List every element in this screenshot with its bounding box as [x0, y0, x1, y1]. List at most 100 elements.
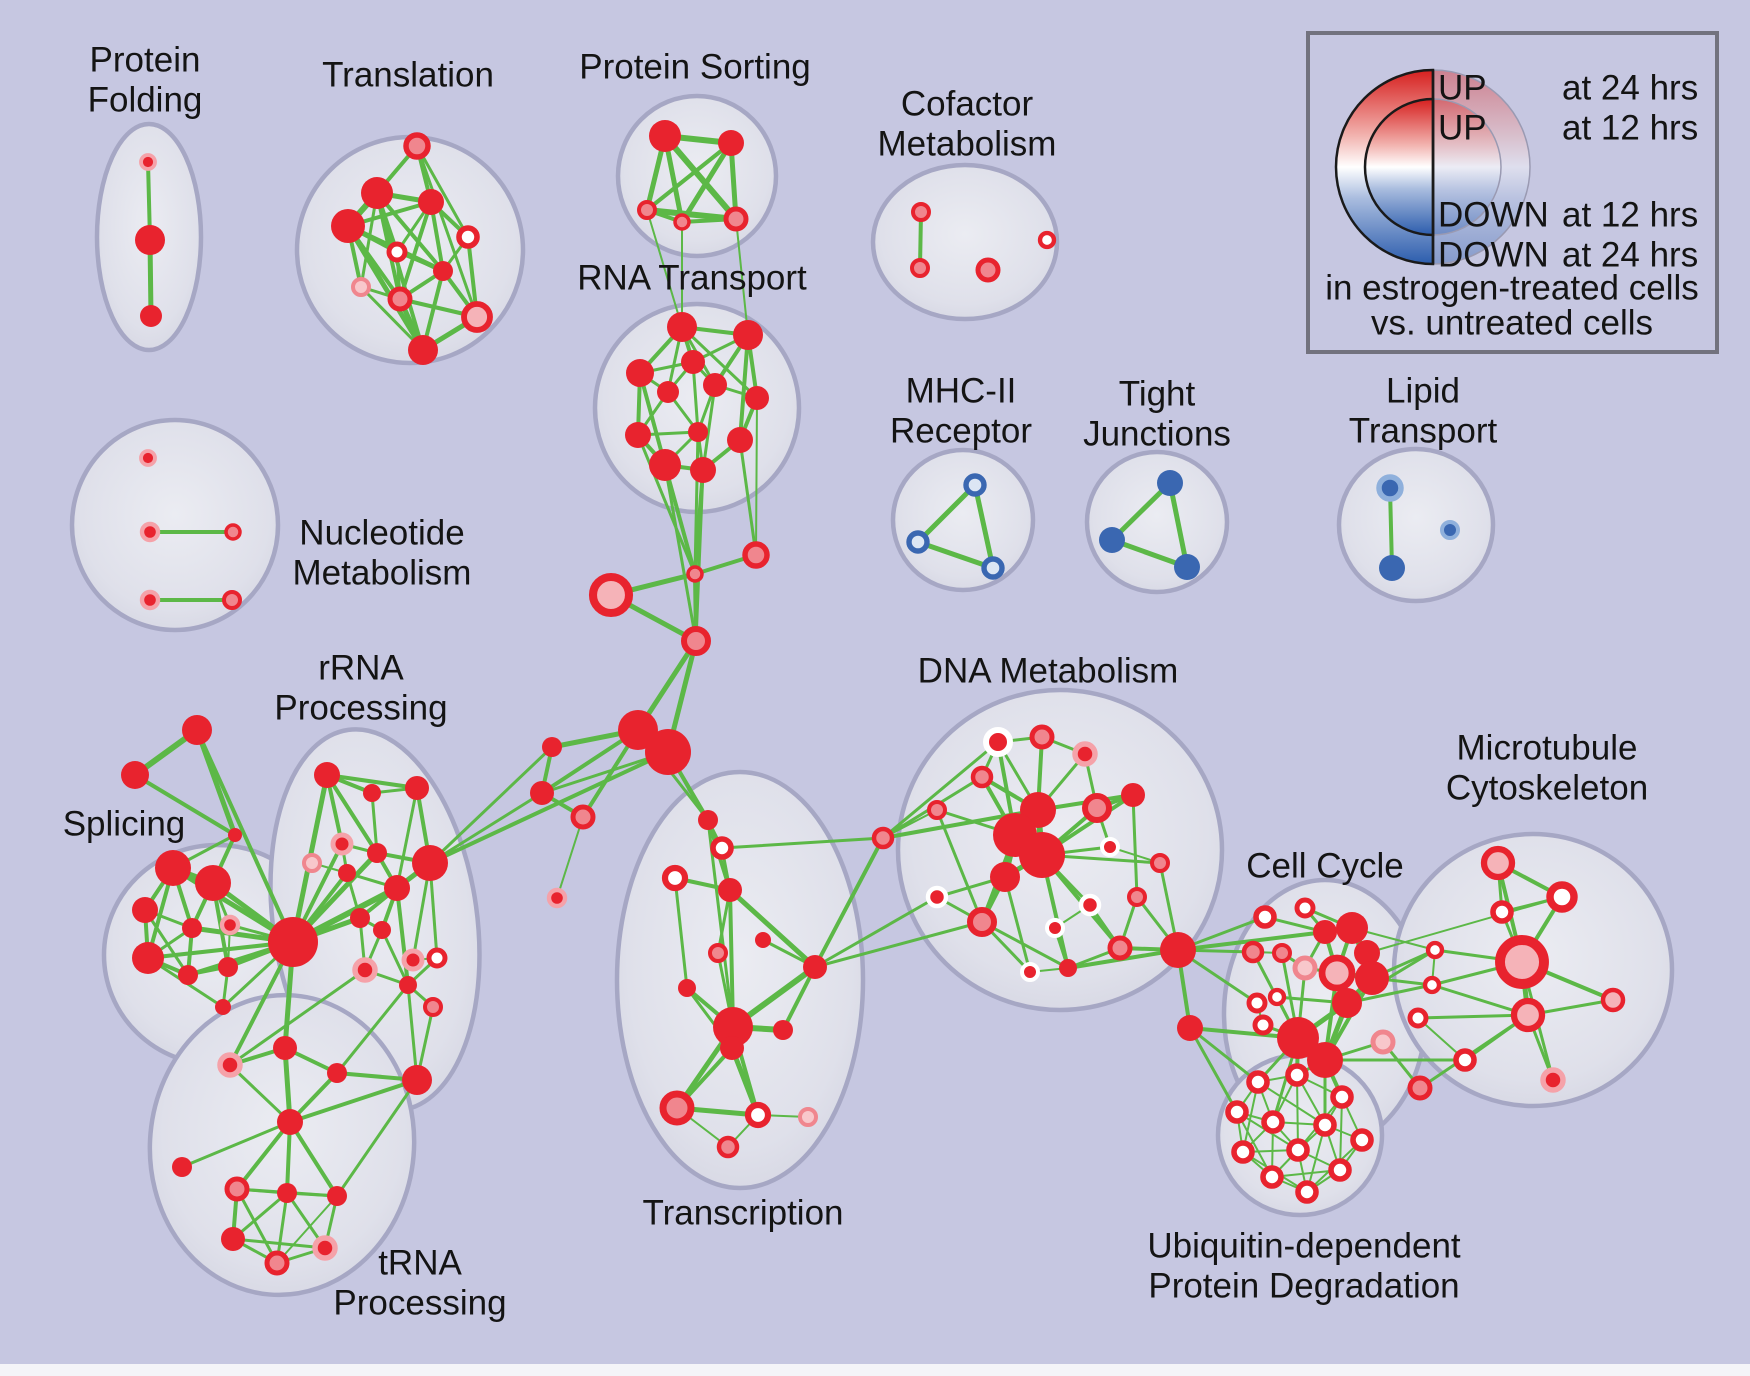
network-node-red — [718, 878, 742, 902]
edge — [133, 773, 237, 837]
edge — [235, 1187, 279, 1265]
edge — [727, 887, 818, 970]
network-node-lightpink — [1292, 955, 1318, 981]
network-node-red — [1160, 932, 1196, 968]
network-node-red — [215, 999, 231, 1015]
network-node-red — [433, 261, 453, 281]
network-node-red — [273, 1036, 297, 1060]
network-node-pink — [1407, 1075, 1433, 1101]
edge — [663, 463, 697, 576]
network-node-white — [1294, 897, 1316, 919]
network-node-pink — [708, 943, 728, 963]
network-node-blue — [1174, 554, 1200, 580]
network-node-blue — [1379, 555, 1405, 581]
network-node-red — [1121, 783, 1145, 807]
network-node-red — [338, 864, 356, 882]
edge — [415, 144, 479, 319]
network-node-pinkcenter — [1318, 954, 1356, 992]
legend-row-time: at 12 hrs — [1562, 196, 1698, 235]
cluster-label-tight-junctions: Junctions — [1083, 415, 1231, 454]
network-node-white — [1350, 1128, 1374, 1152]
network-node-red — [277, 1183, 297, 1203]
network-node-pink — [1127, 887, 1147, 907]
legend-row-label: DOWN — [1438, 196, 1549, 235]
network-node-red — [626, 359, 654, 387]
edge — [645, 141, 733, 212]
network-node-pink — [659, 1090, 695, 1126]
network-node-red — [399, 976, 417, 994]
network-node-red — [718, 130, 744, 156]
network-node-pinkcenter — [461, 301, 493, 333]
edge — [1188, 1026, 1239, 1114]
network-node-pink — [742, 541, 770, 569]
network-node-red — [155, 850, 191, 886]
edge — [406, 983, 419, 1082]
network-node-red — [182, 918, 202, 938]
network-node-bluering — [906, 530, 930, 554]
network-node-pinkring — [312, 1235, 338, 1261]
network-node-red — [530, 781, 554, 805]
network-node-lightpink — [798, 1107, 818, 1127]
network-node-red — [1019, 832, 1065, 878]
edge — [1416, 1013, 1530, 1020]
cluster-label-cell-cycle: Cell Cycle — [1246, 847, 1404, 886]
network-node-red — [182, 715, 212, 745]
network-node-pink — [637, 200, 657, 220]
legend-row-label: UP — [1438, 69, 1487, 108]
edge — [325, 773, 419, 790]
network-node-pink — [686, 565, 704, 583]
network-node-red — [412, 845, 448, 881]
cluster-label-lipid-transport: Lipid — [1386, 372, 1460, 411]
network-node-red — [645, 729, 691, 775]
edge — [428, 750, 670, 865]
network-node-pink — [264, 1250, 290, 1276]
network-node-red — [688, 422, 708, 442]
network-node-pink — [570, 804, 596, 830]
network-node-white — [1295, 1180, 1319, 1204]
cluster-label-mhc-ii-receptor: MHC-II — [906, 372, 1017, 411]
network-node-white — [1261, 1110, 1285, 1134]
network-node-red — [727, 427, 753, 453]
network-node-red — [1307, 1042, 1343, 1078]
network-node-whitering — [925, 885, 949, 909]
network-node-white — [1246, 992, 1268, 1014]
edge — [915, 539, 996, 571]
network-node-pink — [716, 1135, 740, 1159]
cluster-label-nucleotide-metabolism: Nucleotide — [299, 514, 464, 553]
cluster-ellipse-cofactor-metabolism — [870, 162, 1060, 322]
edge — [813, 920, 984, 969]
legend-circle-inner-left — [1363, 97, 1435, 237]
network-node-white — [1267, 987, 1287, 1007]
network-node-pinkring — [546, 887, 568, 909]
network-node-white — [1422, 975, 1442, 995]
network-node-pinkring — [139, 521, 161, 543]
edge — [1003, 875, 1032, 974]
edge — [276, 1195, 338, 1264]
network-node-pink — [1107, 935, 1133, 961]
network-node-pink — [871, 826, 895, 850]
edge — [195, 728, 295, 944]
network-node-red — [690, 457, 716, 483]
edge — [180, 1120, 292, 1169]
cluster-label-protein-folding: Folding — [88, 81, 203, 120]
edge — [335, 983, 410, 1075]
edge — [428, 745, 554, 865]
legend: UP at 24 hrs UP at 12 hrs DOWN at 12 hrs DOWN a… — [1306, 31, 1719, 354]
network-node-red — [625, 422, 651, 448]
network-node-bluering — [963, 473, 987, 497]
cluster-label-ubiquitin-degradation: Protein Degradation — [1148, 1267, 1459, 1306]
edge — [1109, 537, 1190, 570]
cluster-label-tight-junctions: Tight — [1119, 375, 1196, 414]
network-node-white — [710, 836, 734, 860]
network-node-red — [327, 1186, 347, 1206]
network-node-red — [698, 810, 718, 830]
edge — [428, 791, 544, 865]
legend-circle-inner-right — [1432, 98, 1502, 236]
edge — [1418, 1013, 1530, 1090]
edge — [738, 333, 750, 442]
network-node-whitering — [1100, 837, 1120, 857]
cluster-label-mhc-ii-receptor: Receptor — [890, 412, 1032, 451]
cluster-ellipse-lipid-transport — [1336, 446, 1496, 604]
network-node-red — [140, 305, 162, 327]
